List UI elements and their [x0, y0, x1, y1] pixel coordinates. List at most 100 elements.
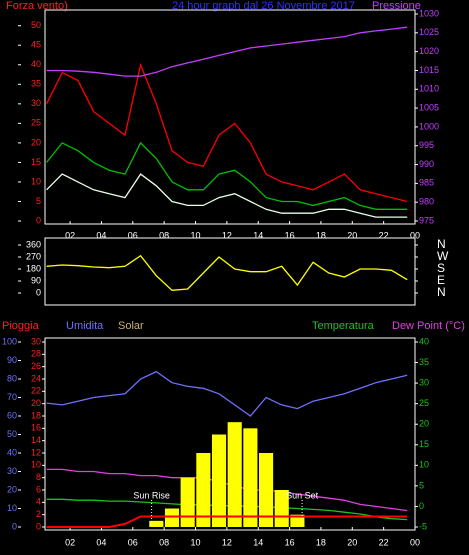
y-tick-label: 50 — [7, 429, 17, 439]
solar-bar — [196, 453, 211, 527]
y3-tick-label: 4 — [36, 497, 41, 507]
y2-tick-label: 0 — [419, 501, 424, 511]
x-tick-label: 00 — [410, 537, 420, 547]
y3-tick-label: 20 — [31, 398, 41, 408]
x-tick-label: 04 — [96, 230, 106, 240]
x-tick-label: 20 — [347, 230, 357, 240]
y3-tick-label: 30 — [31, 336, 41, 346]
y-tick-label: 30 — [7, 466, 17, 476]
x-tick-label: 08 — [159, 230, 169, 240]
y-label: Forza vento) — [6, 0, 68, 12]
y2-tick-label: 1025 — [419, 27, 439, 37]
y-tick-label: 360 — [26, 239, 41, 249]
y2-tick-label: 40 — [419, 336, 429, 346]
y-tick-label: 20 — [31, 137, 41, 147]
series-line — [46, 26, 408, 77]
y3-tick-label: 26 — [31, 361, 41, 371]
y-tick-label: 0 — [36, 287, 41, 297]
x-tick-label: 22 — [379, 537, 389, 547]
solar-bar — [180, 477, 195, 527]
series-line — [46, 498, 408, 521]
y-tick-label: 25 — [31, 118, 41, 128]
y3-tick-label: 6 — [36, 484, 41, 494]
y2-tick-label: 1005 — [419, 102, 439, 112]
y2-tick-label: 975 — [419, 215, 434, 225]
solar-bar — [227, 422, 242, 527]
y2-tick-label: 995 — [419, 140, 434, 150]
x-tick-label: 22 — [379, 230, 389, 240]
y3-tick-label: 14 — [31, 435, 41, 445]
y2-tick-label: 1015 — [419, 65, 439, 75]
y2-tick-label: 35 — [419, 357, 429, 367]
y3-tick-label: 8 — [36, 472, 41, 482]
y2-tick-label: 30 — [419, 377, 429, 387]
x-tick-label: 12 — [222, 537, 232, 547]
x-tick-label: 02 — [65, 230, 75, 240]
x-tick-label: 06 — [128, 537, 138, 547]
y3-tick-label: 16 — [31, 423, 41, 433]
humidity-label: Umidita — [66, 320, 104, 332]
x-tick-label: 00 — [410, 230, 420, 240]
x-tick-label: 16 — [285, 537, 295, 547]
dew-label: Dew Point (°C) — [392, 320, 465, 332]
y-tick-label: 270 — [26, 251, 41, 261]
y-tick-label: 5 — [36, 196, 41, 206]
y-tick-label: 80 — [7, 373, 17, 383]
y-tick-label: 10 — [7, 503, 17, 513]
y2-tick-label: 15 — [419, 439, 429, 449]
y2-tick-label: E — [437, 273, 445, 287]
y2-tick-label: 1010 — [419, 84, 439, 94]
series-line — [46, 370, 408, 417]
y2-tick-label: 20 — [419, 419, 429, 429]
x-tick-label: 10 — [191, 537, 201, 547]
x-tick-label: 04 — [96, 537, 106, 547]
x-tick-label: 02 — [65, 537, 75, 547]
y2-tick-label: -5 — [419, 521, 427, 531]
x-tick-label: 06 — [128, 230, 138, 240]
y3-tick-label: 0 — [36, 521, 41, 531]
y3-tick-label: 28 — [31, 349, 41, 359]
y-tick-label: 60 — [7, 410, 17, 420]
y-tick-label: 90 — [7, 355, 17, 365]
solar-bar — [243, 428, 258, 527]
x-tick-label: 18 — [316, 230, 326, 240]
solar-label: Solar — [118, 320, 144, 332]
solar-bar — [274, 490, 289, 527]
plot-frame — [44, 9, 416, 225]
y2-tick-label: N — [437, 285, 446, 299]
x-tick-label: 14 — [253, 230, 263, 240]
y2-tick-label: 1030 — [419, 8, 439, 18]
y2-tick-label: 5 — [419, 480, 424, 490]
y-tick-label: 0 — [12, 521, 17, 531]
series-line — [46, 515, 408, 528]
y2-tick-label: 980 — [419, 197, 434, 207]
y2-tick-label: W — [437, 249, 449, 263]
y3-tick-label: 24 — [31, 373, 41, 383]
y2-tick-label: 10 — [419, 460, 429, 470]
y-tick-label: 100 — [2, 336, 17, 346]
y-tick-label: 180 — [26, 263, 41, 273]
y3-tick-label: 22 — [31, 386, 41, 396]
annotation: Sun Rise — [133, 490, 170, 500]
y-tick-label: 40 — [7, 447, 17, 457]
y3-tick-label: 10 — [31, 460, 41, 470]
y3-tick-label: 18 — [31, 410, 41, 420]
plot-frame — [44, 237, 416, 306]
x-tick-label: 16 — [285, 230, 295, 240]
y-tick-label: 30 — [31, 98, 41, 108]
y-tick-label: 70 — [7, 392, 17, 402]
y2-tick-label: 1000 — [419, 121, 439, 131]
y-tick-label: 0 — [36, 215, 41, 225]
y3-tick-label: 2 — [36, 509, 41, 519]
series-line — [46, 254, 408, 291]
series-line — [46, 468, 408, 512]
chart-title: 24 hour graph dal 26 Novembre 2017 — [172, 0, 355, 12]
x-tick-label: 12 — [222, 230, 232, 240]
y-tick-label: 35 — [31, 79, 41, 89]
y-tick-label: 10 — [31, 176, 41, 186]
y-tick-label: 40 — [31, 59, 41, 69]
solar-bar — [149, 520, 164, 527]
series-line — [46, 173, 408, 218]
